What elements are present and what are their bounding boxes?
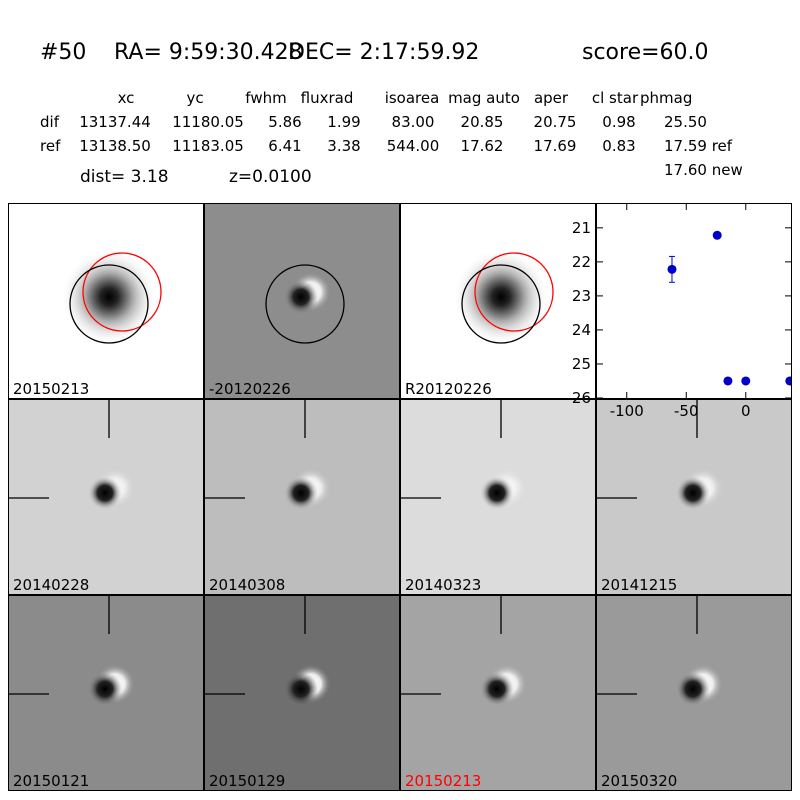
image-stamp: 20140323 xyxy=(400,399,596,595)
dipole-negative xyxy=(284,280,318,314)
phmag-new-value: 17.60 new xyxy=(664,161,743,179)
row-label: dif xyxy=(40,113,59,131)
image-stamp: 20150121 xyxy=(8,595,204,791)
source-blob xyxy=(61,249,157,345)
y-tick-label: 23 xyxy=(572,287,591,305)
table-cell: 1.99 xyxy=(327,113,361,131)
column-header: isoarea xyxy=(384,89,440,107)
stamp-date-label: 20150129 xyxy=(209,772,286,790)
lightcurve-plot xyxy=(596,203,795,399)
stamp-date-label: 20141215 xyxy=(601,576,678,594)
dipole-negative xyxy=(676,476,710,510)
candidate-id: #50 xyxy=(40,40,87,65)
stamp-image xyxy=(401,400,527,510)
table-cell: 17.59 ref xyxy=(664,137,733,155)
dif-aperture-circle xyxy=(265,264,345,344)
column-header: xc xyxy=(117,89,135,107)
table-cell: 5.86 xyxy=(268,113,302,131)
stamp-date-label: R20120226 xyxy=(405,380,492,398)
stamp-date-label: 20150320 xyxy=(601,772,678,790)
dec-value: DEC= 2:17:59.92 xyxy=(288,40,480,65)
image-stamp: 20140228 xyxy=(8,399,204,595)
stamp-date-label: -20120226 xyxy=(209,380,291,398)
data-point xyxy=(723,376,733,386)
column-header: aper xyxy=(533,89,569,107)
table-cell: 17.62 xyxy=(460,137,504,155)
column-header: fwhm xyxy=(245,89,287,107)
table-cell: 11180.05 xyxy=(172,113,244,131)
column-header: mag auto xyxy=(448,89,520,107)
dipole-negative xyxy=(480,476,514,510)
table-cell: 0.98 xyxy=(602,113,636,131)
ra-value: RA= 9:59:30.428 xyxy=(114,40,303,65)
dipole-negative xyxy=(88,476,122,510)
image-stamp: 20141215 xyxy=(596,399,792,595)
score-value: score=60.0 xyxy=(582,40,709,65)
redshift-value: z=0.0100 xyxy=(229,167,312,187)
y-tick-label: 22 xyxy=(572,253,591,271)
table-cell: 20.75 xyxy=(533,113,577,131)
dipole-negative xyxy=(480,672,514,706)
stamp-date-label: 20140308 xyxy=(209,576,286,594)
stamp-image xyxy=(205,400,331,510)
y-tick-label: 25 xyxy=(572,355,591,373)
table-cell: 13137.44 xyxy=(79,113,151,131)
x-tick-label: 0 xyxy=(741,402,751,420)
image-stamp: R20120226 xyxy=(400,203,596,399)
dipole-negative xyxy=(676,672,710,706)
dif-aperture-circle xyxy=(69,264,149,344)
stamp-image xyxy=(401,596,527,706)
lightcurve-tick-labels: 21 22 23 24 25 26 -100 -50 0 xyxy=(572,219,751,420)
stamp-date-label: 20150213 xyxy=(13,380,90,398)
y-tick-label: 24 xyxy=(572,321,591,339)
stamp-image xyxy=(597,596,723,706)
y-tick-label: 26 xyxy=(572,389,591,407)
y-tick-label: 21 xyxy=(572,219,591,237)
dist-value: dist= 3.18 xyxy=(80,167,169,187)
image-stamp: 20140308 xyxy=(204,399,400,595)
column-header: yc xyxy=(186,89,204,107)
table-cell: 25.50 xyxy=(664,113,707,131)
dipole-negative xyxy=(284,476,318,510)
stamp-date-label: 20140323 xyxy=(405,576,482,594)
stamp-date-label: 20150121 xyxy=(13,772,90,790)
stamp-image xyxy=(9,400,135,510)
table-cell: 17.69 xyxy=(533,137,577,155)
image-stamp: 20150320 xyxy=(596,595,792,791)
dipole-negative xyxy=(88,672,122,706)
row-label: ref xyxy=(40,137,61,155)
dif-aperture-circle xyxy=(461,264,541,344)
stamp-image xyxy=(9,596,135,706)
image-stamp: 20150213 xyxy=(8,203,204,399)
x-tick-label: -100 xyxy=(610,402,644,420)
table-cell: 0.83 xyxy=(602,137,636,155)
table-cell: 11183.05 xyxy=(172,137,244,155)
dipole-negative xyxy=(284,672,318,706)
stamp-date-label: 20140228 xyxy=(13,576,90,594)
image-stamp: 20150129 xyxy=(204,595,400,791)
stamp-image xyxy=(453,249,554,345)
stamp-image xyxy=(205,596,331,706)
column-header: fluxrad xyxy=(300,89,354,107)
column-header: phmag xyxy=(640,89,693,107)
data-point xyxy=(712,230,722,240)
ref-aperture-circle xyxy=(82,252,162,332)
stamp-image xyxy=(597,400,723,510)
table-cell: 3.38 xyxy=(327,137,361,155)
data-point xyxy=(741,376,751,386)
image-stamp: 20150213 xyxy=(400,595,596,791)
column-header: cl star xyxy=(591,89,639,107)
x-tick-label: -50 xyxy=(674,402,699,420)
stamp-image xyxy=(265,264,345,344)
table-cell: 6.41 xyxy=(268,137,302,155)
table-cell: 83.00 xyxy=(391,113,435,131)
data-point xyxy=(667,264,677,274)
ref-aperture-circle xyxy=(474,252,554,332)
table-cell: 20.85 xyxy=(460,113,504,131)
table-cell: 544.00 xyxy=(386,137,440,155)
stamp-date-label: 20150213 xyxy=(405,772,482,790)
stamp-image xyxy=(61,249,162,345)
table-cell: 13138.50 xyxy=(79,137,151,155)
image-stamp: -20120226 xyxy=(204,203,400,399)
